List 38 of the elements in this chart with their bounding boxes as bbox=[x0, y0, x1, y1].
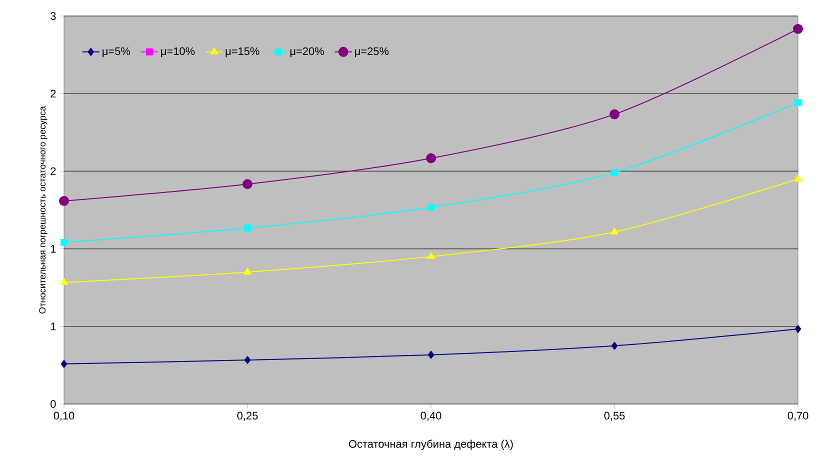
x-axis-title: Остаточная глубина дефекта (λ) bbox=[349, 440, 513, 450]
point bbox=[610, 228, 618, 234]
x-tick-label: 0,10 bbox=[54, 412, 74, 421]
point bbox=[428, 204, 434, 211]
point bbox=[242, 179, 252, 190]
y-tick-label: 2 bbox=[50, 167, 56, 176]
point bbox=[611, 169, 618, 176]
y-tick-label: 0 bbox=[50, 400, 56, 408]
y-axis-title: Относительная погрешность остаточного ресурса bbox=[39, 106, 48, 314]
y-tick-label: 1 bbox=[50, 322, 56, 330]
point bbox=[244, 224, 251, 232]
x-tick-label: 0,40 bbox=[420, 412, 442, 421]
point bbox=[794, 99, 802, 106]
legend-label: μ=20% bbox=[290, 47, 324, 58]
y-tick-label: 2 bbox=[50, 90, 56, 98]
point bbox=[794, 174, 802, 182]
point bbox=[610, 109, 620, 120]
point bbox=[244, 268, 252, 275]
point bbox=[60, 360, 68, 368]
point bbox=[426, 153, 436, 164]
legend-label: μ=15% bbox=[226, 47, 260, 58]
point bbox=[427, 252, 435, 260]
point bbox=[244, 356, 251, 364]
point bbox=[611, 342, 618, 350]
x-tick-label: 0,25 bbox=[237, 412, 258, 421]
y-tick-label: 3 bbox=[50, 12, 56, 20]
point bbox=[60, 278, 68, 285]
x-tick-label: 0,70 bbox=[788, 412, 808, 421]
y-tick-label: 1 bbox=[50, 245, 56, 253]
point bbox=[60, 238, 68, 246]
point bbox=[794, 325, 802, 333]
point bbox=[428, 350, 434, 359]
legend-label: μ=25% bbox=[355, 47, 389, 58]
legend-label: μ=10% bbox=[161, 47, 195, 58]
x-tick-label: 0,55 bbox=[604, 412, 625, 421]
point bbox=[793, 24, 803, 34]
point bbox=[59, 196, 69, 206]
legend-label: μ=5% bbox=[102, 47, 130, 58]
